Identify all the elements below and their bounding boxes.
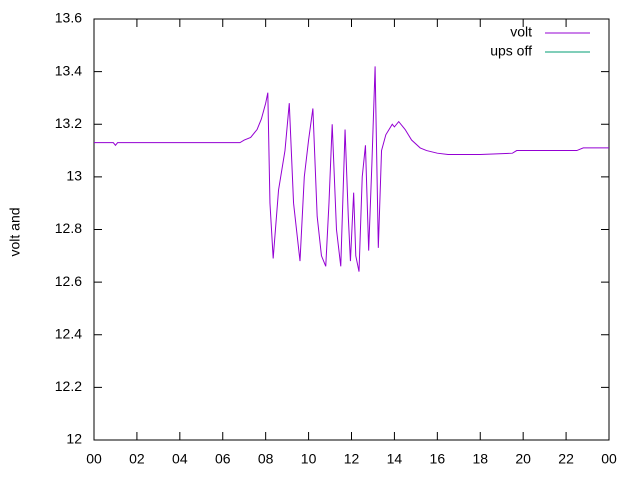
legend-label: volt <box>510 24 532 40</box>
x-tick-label: 20 <box>515 451 531 467</box>
x-tick-label: 12 <box>344 451 360 467</box>
y-tick-label: 13.2 <box>55 115 82 131</box>
y-tick-label: 12.8 <box>55 220 82 236</box>
x-tick-label: 00 <box>601 451 617 467</box>
x-tick-label: 00 <box>86 451 102 467</box>
y-tick-label: 13 <box>66 168 82 184</box>
x-tick-label: 14 <box>387 451 403 467</box>
x-tick-label: 08 <box>258 451 274 467</box>
legend-label: ups off <box>490 43 532 59</box>
x-tick-label: 22 <box>558 451 574 467</box>
x-tick-label: 02 <box>129 451 145 467</box>
x-tick-label: 10 <box>301 451 317 467</box>
y-tick-label: 12.6 <box>55 273 82 289</box>
x-tick-label: 16 <box>430 451 446 467</box>
x-tick-label: 04 <box>172 451 188 467</box>
y-tick-label: 13.4 <box>55 62 82 78</box>
y-tick-label: 12.2 <box>55 378 82 394</box>
series-line <box>94 66 609 272</box>
y-tick-label: 12.4 <box>55 325 82 341</box>
y-tick-label: 13.6 <box>55 10 82 26</box>
y-tick-label: 12 <box>66 431 82 447</box>
y-axis-label: volt and <box>7 207 23 256</box>
x-tick-label: 18 <box>472 451 488 467</box>
x-tick-label: 06 <box>215 451 231 467</box>
